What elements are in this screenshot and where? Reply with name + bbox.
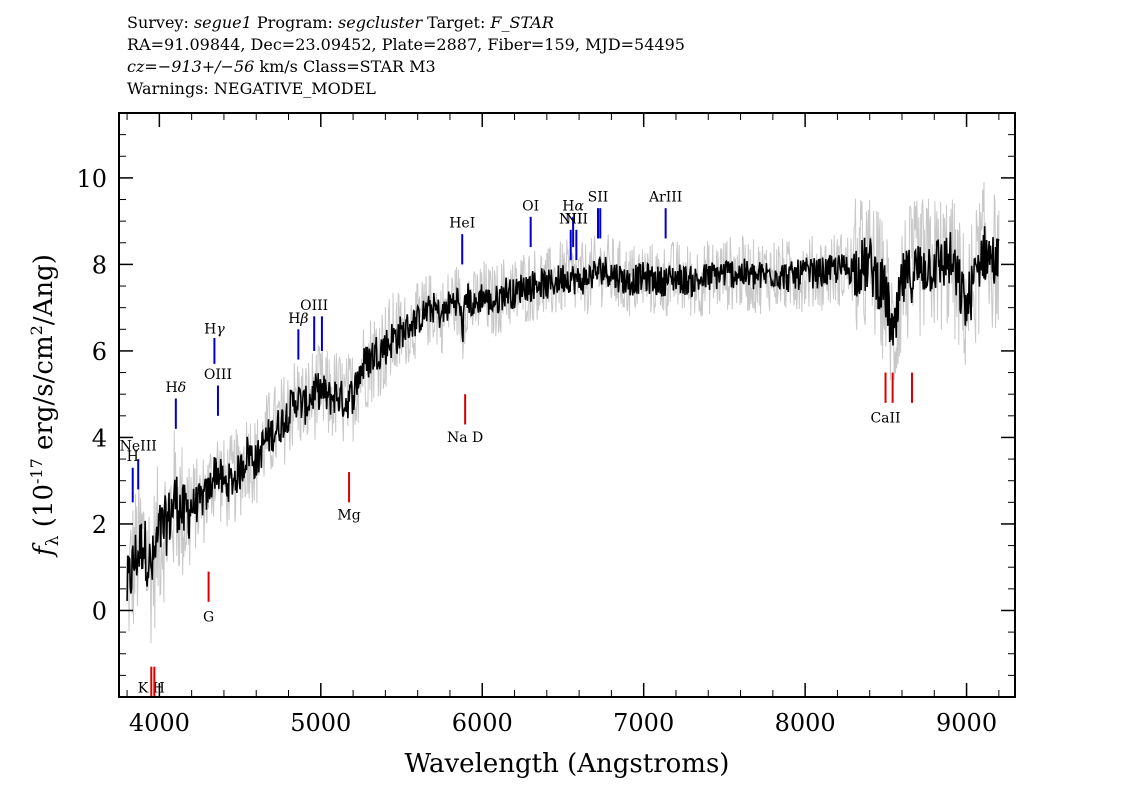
y-tick-label: 2 — [92, 511, 107, 539]
spectrum-header: Survey: segue1 Program: segcluster Targe… — [127, 12, 685, 100]
emission-line-label: OI — [522, 198, 539, 214]
emission-line-label: H — [127, 449, 139, 465]
emission-line-label: ArIII — [648, 190, 682, 206]
target-label: Target: — [422, 13, 491, 32]
emission-line-label: OIII — [300, 298, 328, 314]
absorption-line-label: CaII — [870, 410, 900, 426]
header-coordinates-line: RA=91.09844, Dec=23.09452, Plate=2887, F… — [127, 35, 685, 54]
header-redshift-line: cz=−913+/−56 km/s Class=STAR M3 — [127, 56, 685, 78]
emission-line-label: OIII — [204, 367, 232, 383]
emission-line-label: HeI — [449, 216, 475, 232]
emission-line-label: NII — [565, 211, 588, 227]
error-band — [126, 182, 1000, 644]
emission-line-label: NeIII — [120, 438, 157, 454]
axes: 4000 5000 6000 7000 8000 9000 0 2 4 6 8 10 — [76, 112, 1015, 737]
absorption-line-label: G — [203, 609, 214, 625]
y-axis-label: fλ (10-17 erg/s/cm2/Ang) — [27, 254, 63, 558]
program-value: segcluster — [338, 13, 423, 32]
emission-line-label: SII — [588, 190, 609, 206]
x-tick-label: 5000 — [290, 709, 351, 737]
target-value: F_STAR — [490, 13, 554, 32]
x-tick-label: 4000 — [129, 709, 190, 737]
cz-value: cz=−913+/−56 — [127, 57, 255, 76]
survey-label: Survey: — [127, 13, 194, 32]
x-tick-label: 7000 — [613, 709, 674, 737]
x-tick-label: 9000 — [936, 709, 997, 737]
emission-line-label: Hβ — [288, 311, 308, 327]
header-survey-line: Survey: segue1 Program: segcluster Targe… — [127, 12, 685, 34]
x-axis-label: Wavelength (Angstroms) — [405, 749, 730, 779]
emission-line-label: NII — [559, 211, 582, 227]
absorption-line-label: Na D — [447, 430, 483, 446]
absorption-line-label: K H — [138, 681, 165, 697]
flux-series-line — [126, 226, 1000, 602]
y-tick-label: 10 — [76, 165, 107, 193]
x-tick-label: 8000 — [775, 709, 836, 737]
emission-line-label: Hδ — [165, 380, 186, 396]
y-tick-label: 0 — [92, 597, 107, 625]
emission-line-label: Hγ — [204, 322, 225, 338]
absorption-line-label: Mg — [337, 508, 360, 524]
flux-series — [126, 226, 1000, 602]
y-tick-label: 8 — [92, 251, 107, 279]
program-label: Program: — [251, 13, 339, 32]
y-tick-label: 6 — [92, 338, 107, 366]
class-text: km/s Class=STAR M3 — [254, 57, 436, 76]
x-tick-label: 6000 — [452, 709, 513, 737]
emission-line-label: Hα — [562, 198, 584, 214]
plot-frame — [118, 112, 1016, 698]
survey-value: segue1 — [193, 13, 252, 32]
header-warnings-line: Warnings: NEGATIVE_MODEL — [127, 79, 376, 98]
error-series-line — [126, 182, 1000, 644]
y-tick-label: 4 — [92, 424, 107, 452]
